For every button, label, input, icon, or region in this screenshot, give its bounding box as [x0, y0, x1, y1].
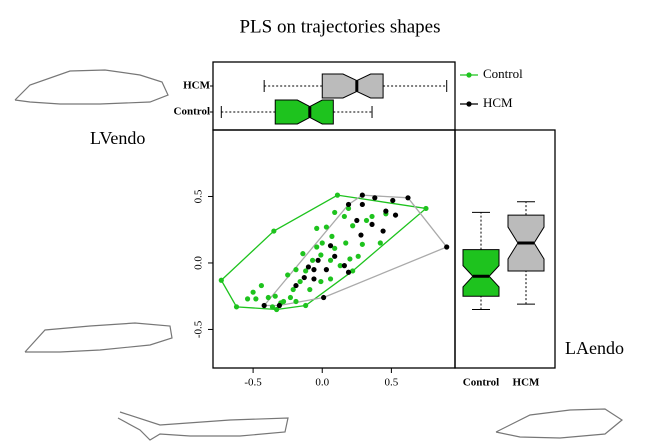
point: [311, 276, 316, 281]
point: [266, 295, 271, 300]
point: [273, 294, 278, 299]
box: [322, 74, 383, 98]
point: [310, 258, 315, 263]
point: [324, 224, 329, 229]
point: [307, 287, 312, 292]
point: [405, 195, 410, 200]
point: [271, 228, 276, 233]
point: [343, 240, 348, 245]
legend-label: Control: [483, 66, 523, 81]
box: [463, 250, 499, 297]
category-label: HCM: [183, 80, 211, 92]
point: [360, 202, 365, 207]
point: [423, 206, 428, 211]
point: [311, 267, 316, 272]
point: [300, 251, 305, 256]
point: [219, 278, 224, 283]
y-tick-label: 0.0: [193, 256, 205, 270]
point: [262, 303, 267, 308]
legend-marker: [466, 101, 471, 106]
point: [318, 279, 323, 284]
point: [378, 240, 383, 245]
point: [364, 218, 369, 223]
point: [360, 242, 365, 247]
point: [444, 244, 449, 249]
point: [253, 296, 258, 301]
point: [318, 252, 323, 257]
box: [275, 100, 333, 124]
point: [332, 210, 337, 215]
point: [293, 299, 298, 304]
point: [324, 267, 329, 272]
x-tick-label: 0.0: [315, 377, 329, 389]
x-tick-label: -0.5: [244, 377, 262, 389]
point: [293, 267, 298, 272]
point: [350, 223, 355, 228]
trajectory-shape: [118, 412, 288, 440]
y-tick-label: 0.5: [193, 189, 205, 203]
point: [251, 290, 256, 295]
point: [259, 283, 264, 288]
point: [332, 254, 337, 259]
point: [383, 209, 388, 214]
point: [342, 263, 347, 268]
point: [328, 243, 333, 248]
point: [320, 240, 325, 245]
x-tick-label: 0.5: [385, 377, 399, 389]
y-tick-label: -0.5: [193, 320, 205, 338]
point: [346, 270, 351, 275]
point: [335, 193, 340, 198]
point: [303, 303, 308, 308]
panel-frame: [455, 130, 555, 368]
point: [329, 234, 334, 239]
point: [360, 193, 365, 198]
point: [390, 198, 395, 203]
trajectory-shape: [25, 323, 172, 352]
chart: PLS on trajectories shapes LVendo LAendo…: [0, 0, 646, 448]
point: [356, 254, 361, 259]
point: [347, 256, 352, 261]
point: [285, 272, 290, 277]
point: [342, 214, 347, 219]
legend-marker: [466, 72, 471, 77]
point: [306, 264, 311, 269]
point: [372, 195, 377, 200]
category-label: Control: [174, 106, 210, 118]
point: [358, 232, 363, 237]
point: [234, 304, 239, 309]
point: [346, 202, 351, 207]
point: [245, 296, 250, 301]
point: [314, 226, 319, 231]
point: [369, 214, 374, 219]
point: [288, 295, 293, 300]
point: [328, 258, 333, 263]
point: [321, 295, 326, 300]
point: [380, 228, 385, 233]
point: [293, 283, 298, 288]
point: [302, 275, 307, 280]
category-label: HCM: [513, 377, 541, 389]
point: [314, 244, 319, 249]
point: [369, 222, 374, 227]
trajectory-shape: [15, 70, 168, 104]
annotation: LVendo: [90, 128, 145, 148]
point: [315, 258, 320, 263]
trajectory-shape: [496, 409, 622, 438]
point: [328, 276, 333, 281]
point: [298, 279, 303, 284]
chart-title: PLS on trajectories shapes: [239, 16, 440, 37]
category-label: Control: [463, 377, 499, 389]
annotation: LAendo: [565, 338, 624, 358]
point: [393, 212, 398, 217]
legend-label: HCM: [483, 95, 513, 110]
point: [354, 218, 359, 223]
point: [277, 303, 282, 308]
